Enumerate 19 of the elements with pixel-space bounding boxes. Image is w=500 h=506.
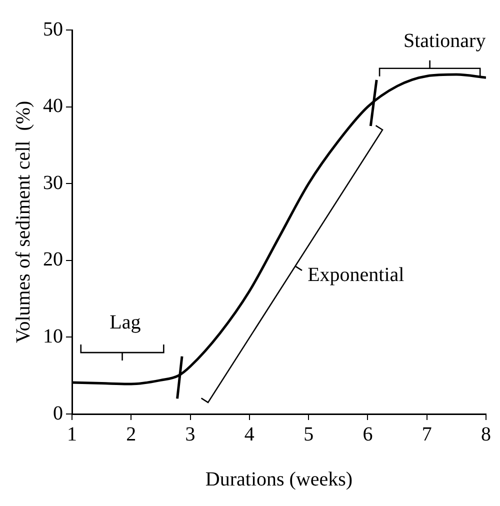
x-tick-label: 5 bbox=[304, 423, 314, 446]
y-tick-label: 10 bbox=[43, 325, 63, 348]
x-tick-label: 3 bbox=[185, 423, 196, 446]
x-axis-title: Durations (weeks) bbox=[205, 468, 353, 490]
x-tick-label: 8 bbox=[481, 423, 491, 446]
x-tick-label: 1 bbox=[67, 423, 77, 446]
x-tick-label: 6 bbox=[362, 423, 373, 446]
y-tick-label: 20 bbox=[43, 248, 63, 271]
annotation: Lag bbox=[110, 312, 141, 334]
y-tick-label: 50 bbox=[43, 18, 63, 40]
y-tick-label: 40 bbox=[43, 95, 63, 118]
x-tick-label: 2 bbox=[126, 423, 136, 446]
annotation: Exponential bbox=[308, 264, 405, 286]
x-tick-label: 7 bbox=[422, 423, 432, 446]
y-axis-title: Volumes of sediment cell (%) bbox=[12, 100, 34, 344]
y-tick-label: 0 bbox=[53, 402, 63, 424]
y-tick-label: 30 bbox=[43, 172, 63, 194]
annotation: Stationary bbox=[403, 30, 486, 52]
x-tick-label: 4 bbox=[244, 423, 254, 446]
